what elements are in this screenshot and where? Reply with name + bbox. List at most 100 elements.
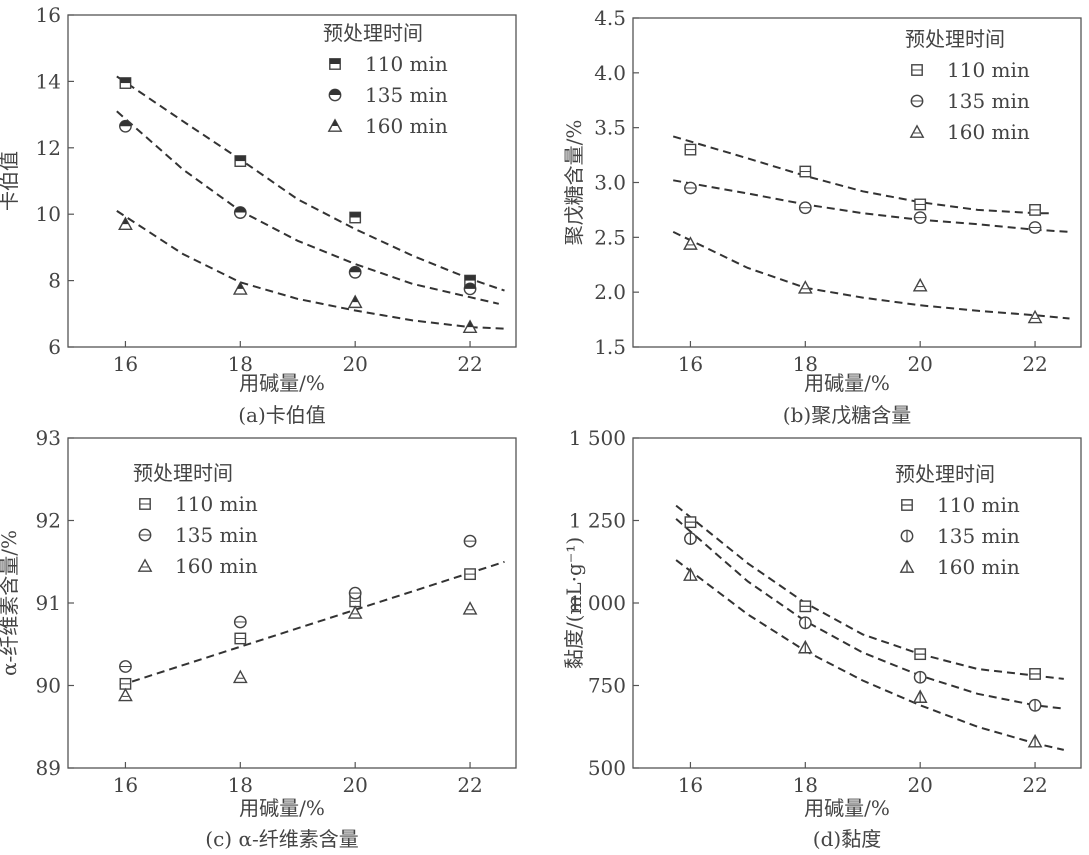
legend-title: 预处理时间 bbox=[905, 27, 1005, 51]
trend-line-110min bbox=[675, 504, 1064, 680]
legend-title: 预处理时间 bbox=[323, 21, 423, 45]
y-tick-label: 1.5 bbox=[594, 335, 626, 359]
legend-entry: 135 min bbox=[937, 524, 1020, 548]
data-point-triangle bbox=[462, 601, 478, 615]
chart-panel-b: 16 18 20 22 1.5 2.0 2.5 3.0 3.5 4.0 4.5 用碱量/% 聚戊糖含量/… bbox=[562, 6, 1082, 427]
legend: 预处理时间 110 min 135 min 160 min bbox=[905, 27, 1030, 144]
y-tick-label: 1 000 bbox=[569, 591, 626, 615]
legend-entry: 110 min bbox=[937, 493, 1020, 517]
x-tick-label: 20 bbox=[342, 773, 367, 797]
data-point-triangle bbox=[683, 236, 698, 250]
y-tick-label: 2.0 bbox=[594, 280, 626, 304]
legend: 预处理时间 110 min 135 min 160 min bbox=[323, 21, 448, 138]
y-tick-label: 2.5 bbox=[594, 225, 626, 249]
x-tick-label: 16 bbox=[678, 773, 703, 797]
x-axis-label: 用碱量/% bbox=[804, 796, 890, 820]
data-point-triangle-fill bbox=[122, 217, 129, 225]
legend: 预处理时间 110 min 135 min 160 min bbox=[895, 462, 1020, 579]
legend-marker-triangle bbox=[909, 124, 925, 138]
x-tick-label: 22 bbox=[1022, 352, 1047, 376]
data-point-triangle bbox=[118, 687, 133, 702]
data-point-triangle-fill bbox=[352, 295, 359, 303]
trend-line-135min bbox=[673, 179, 1070, 233]
plot-frame bbox=[67, 437, 517, 769]
trend-line-135min bbox=[116, 110, 500, 305]
legend-title: 预处理时间 bbox=[133, 461, 233, 485]
x-tick-label: 22 bbox=[457, 773, 482, 797]
y-tick-label: 6 bbox=[48, 335, 61, 359]
y-tick-label: 1 500 bbox=[569, 426, 626, 450]
legend-entry: 135 min bbox=[175, 523, 258, 547]
chart-panel-d: 16 18 20 22 500 750 1 000 1 250 1 500 用碱量/% 黏度/(mL… bbox=[562, 426, 1082, 851]
y-tick-label: 8 bbox=[48, 269, 61, 293]
x-tick-label: 18 bbox=[793, 352, 818, 376]
plot-frame bbox=[67, 14, 517, 348]
data-point-square-fill bbox=[464, 275, 476, 281]
legend-entry: 160 min bbox=[365, 114, 448, 138]
y-tick-label: 16 bbox=[36, 3, 61, 27]
chart-panel-c: 16 18 20 22 89 90 91 92 93 用碱量/% α-纤维素含量/% (c) α-纤维… bbox=[0, 426, 517, 851]
x-tick-label: 18 bbox=[793, 773, 818, 797]
y-tick-label: 93 bbox=[36, 426, 61, 450]
legend-entry: 135 min bbox=[365, 83, 448, 107]
legend-entry: 135 min bbox=[947, 89, 1030, 113]
y-tick-label: 89 bbox=[36, 756, 61, 780]
data-point-square-fill bbox=[235, 155, 246, 162]
y-tick-label: 3.5 bbox=[594, 116, 626, 140]
y-tick-label: 91 bbox=[36, 591, 61, 615]
data-point-triangle bbox=[1027, 309, 1043, 324]
data-point-triangle-fill bbox=[466, 320, 474, 328]
x-tick-label: 16 bbox=[678, 352, 703, 376]
legend-marker-circle-fill bbox=[329, 89, 341, 95]
data-point-square-fill bbox=[120, 77, 131, 84]
data-point-circle-fill bbox=[234, 206, 247, 213]
y-axis-label: 卡伯值 bbox=[0, 151, 21, 211]
panel-caption: (a)卡伯值 bbox=[238, 403, 326, 427]
trend-line-160min bbox=[116, 210, 505, 330]
legend-entry: 160 min bbox=[937, 555, 1020, 579]
panel-caption: (b)聚戊糖含量 bbox=[783, 403, 911, 427]
x-tick-label: 20 bbox=[907, 773, 932, 797]
y-tick-label: 3.0 bbox=[594, 171, 626, 195]
data-point-triangle-fill bbox=[237, 282, 244, 289]
x-tick-label: 18 bbox=[228, 352, 253, 376]
trend-line-110min bbox=[672, 135, 1053, 215]
y-tick-label: 500 bbox=[588, 756, 626, 780]
legend-entry: 110 min bbox=[947, 58, 1030, 82]
legend-entry: 110 min bbox=[175, 492, 258, 516]
x-tick-label: 20 bbox=[907, 352, 932, 376]
x-axis-label: 用碱量/% bbox=[239, 371, 325, 395]
x-tick-label: 18 bbox=[228, 773, 253, 797]
y-axis-label: 黏度/(mL·g⁻¹) bbox=[562, 537, 586, 669]
x-axis-label: 用碱量/% bbox=[804, 371, 890, 395]
legend-entry: 160 min bbox=[947, 120, 1030, 144]
legend: 预处理时间 110 min 135 min 160 min bbox=[133, 461, 258, 578]
trend-line-160min bbox=[675, 559, 1065, 751]
legend-marker-square-fill bbox=[329, 58, 341, 64]
y-tick-label: 1 250 bbox=[569, 509, 626, 533]
x-tick-label: 20 bbox=[342, 352, 367, 376]
data-point-circle-fill bbox=[349, 266, 361, 273]
x-tick-label: 22 bbox=[457, 352, 482, 376]
y-tick-label: 10 bbox=[36, 202, 61, 226]
legend-title: 预处理时间 bbox=[895, 462, 995, 486]
plot-frame bbox=[632, 437, 1082, 769]
trend-line-160min bbox=[672, 230, 1070, 320]
data-point-circle-fill bbox=[464, 283, 476, 289]
trend-line-110min bbox=[116, 75, 505, 292]
y-tick-label: 14 bbox=[36, 69, 61, 93]
data-point-square-fill bbox=[349, 212, 361, 218]
y-axis-label: α-纤维素含量/% bbox=[0, 530, 21, 676]
legend-marker-triangle bbox=[137, 558, 153, 572]
data-point-triangle bbox=[347, 605, 363, 619]
x-tick-label: 16 bbox=[113, 352, 138, 376]
legend-marker-triangle-fill bbox=[331, 119, 339, 126]
panel-caption: (d)黏度 bbox=[813, 827, 881, 851]
data-point-triangle bbox=[912, 277, 928, 292]
data-point-triangle bbox=[797, 280, 813, 294]
y-tick-label: 12 bbox=[36, 136, 61, 160]
legend-entry: 110 min bbox=[365, 52, 448, 76]
panel-caption: (c) α-纤维素含量 bbox=[205, 827, 358, 851]
y-tick-label: 90 bbox=[36, 674, 61, 698]
